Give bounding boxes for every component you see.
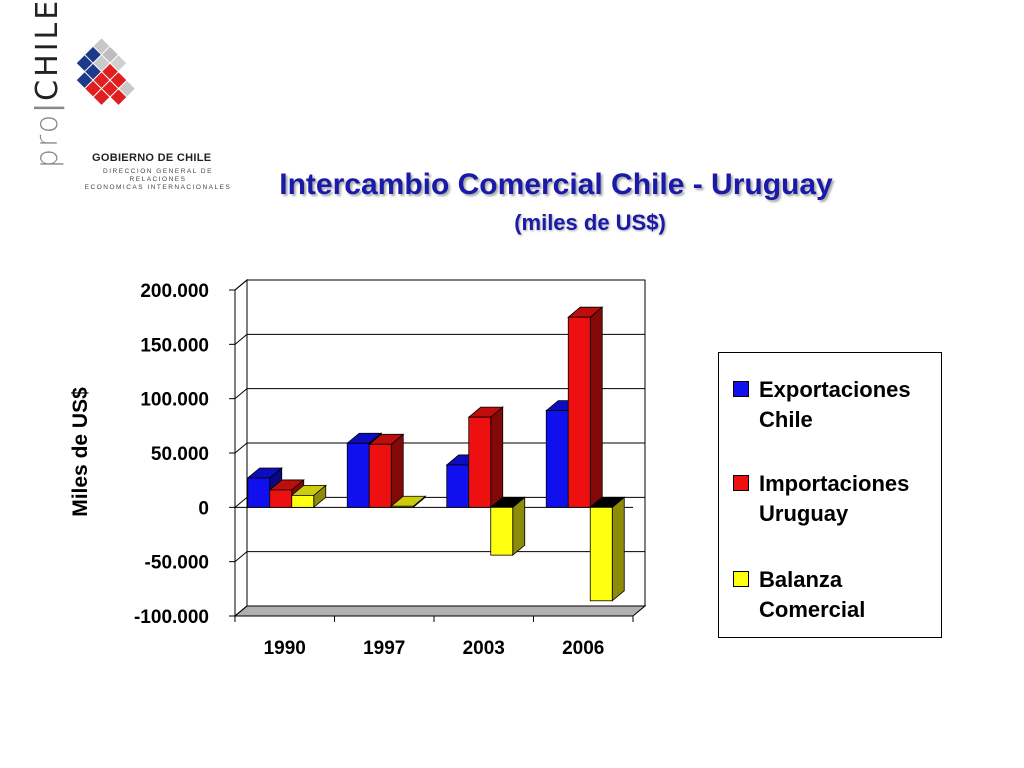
- prochile-logo: [40, 30, 240, 210]
- legend-item-balanza: Balanza Comercial: [733, 565, 949, 625]
- legend: Exportaciones Chile Importaciones Urugua…: [718, 352, 942, 638]
- legend-swatch-balanza: [733, 571, 749, 587]
- bar-front: [368, 443, 392, 508]
- gobierno-de-chile-label: GOBIERNO DE CHILE: [92, 152, 212, 164]
- direccion-line-1: DIRECCION GENERAL DE RELACIONES: [103, 168, 213, 183]
- bar-front: [490, 506, 514, 556]
- y-tick-label: -100.000: [134, 607, 209, 628]
- y-tick-label: 150.000: [140, 335, 209, 356]
- bar: [589, 496, 626, 602]
- bar: [567, 306, 604, 509]
- legend-item-exportaciones: Exportaciones Chile: [733, 375, 949, 435]
- y-tick-label: 200.000: [140, 281, 209, 302]
- logo-diamonds-icon: [76, 38, 135, 105]
- bar-group: [246, 306, 626, 602]
- legend-swatch-importaciones: [733, 475, 749, 491]
- grid-line: [234, 388, 645, 400]
- grid-line: [234, 279, 645, 291]
- bar-front: [291, 494, 315, 508]
- bar-side: [490, 406, 504, 509]
- x-tick-label: 2006: [562, 638, 604, 659]
- grid-line: [234, 333, 645, 345]
- y-tick-label: 100.000: [140, 390, 209, 411]
- direccion-label: DIRECCION GENERAL DE RELACIONES ECONOMIC…: [78, 168, 238, 192]
- bar: [290, 484, 327, 509]
- bar-front: [446, 464, 470, 508]
- y-tick-label: 50.000: [151, 444, 209, 465]
- bar-front: [567, 316, 591, 508]
- bar-front: [545, 410, 569, 508]
- grid-line: [234, 605, 645, 617]
- bar: [390, 495, 427, 509]
- grid-lines: [229, 279, 645, 622]
- legend-label-line2: Uruguay: [759, 501, 849, 526]
- bar-front: [269, 489, 293, 508]
- y-tick-label: 0: [198, 498, 209, 519]
- bar-side: [611, 496, 625, 602]
- direccion-line-2: ECONOMICAS INTERNACIONALES: [84, 184, 232, 191]
- y-tick-labels: 200.000 150.000 100.000 50.000 0 -50.000 -100.…: [134, 281, 209, 628]
- bar-side: [390, 433, 404, 509]
- x-tick-label: 1997: [363, 638, 405, 659]
- x-tick-labels: 1990 1997 2003 2006: [264, 638, 605, 659]
- bar-front: [346, 442, 370, 508]
- legend-item-importaciones: Importaciones Uruguay: [733, 469, 949, 529]
- grid-line: [234, 442, 645, 454]
- floor: [233, 605, 647, 617]
- x-tick-label: 2003: [463, 638, 505, 659]
- bar-front: [247, 477, 271, 508]
- legend-swatch-exportaciones: [733, 381, 749, 397]
- y-tick-label: -50.000: [145, 553, 209, 574]
- bar: [489, 496, 526, 557]
- bar-front: [468, 416, 492, 508]
- bar-front: [390, 505, 414, 508]
- x-tick-label: 1990: [264, 638, 306, 659]
- bar-side: [589, 306, 603, 509]
- legend-label-line2: Comercial: [759, 597, 866, 622]
- bar-front: [589, 506, 613, 602]
- chart-title: Intercambio Comercial Chile - Uruguay: [279, 168, 833, 201]
- legend-label-line1: Balanza: [759, 567, 843, 592]
- bar: [368, 433, 405, 509]
- legend-label-line1: Exportaciones: [759, 377, 911, 402]
- y-axis-label: Miles de US$: [69, 387, 92, 517]
- legend-label-line1: Importaciones: [759, 471, 910, 496]
- chart-subtitle: (miles de US$): [514, 210, 666, 235]
- legend-label-line2: Chile: [759, 407, 813, 432]
- bar: [467, 406, 504, 509]
